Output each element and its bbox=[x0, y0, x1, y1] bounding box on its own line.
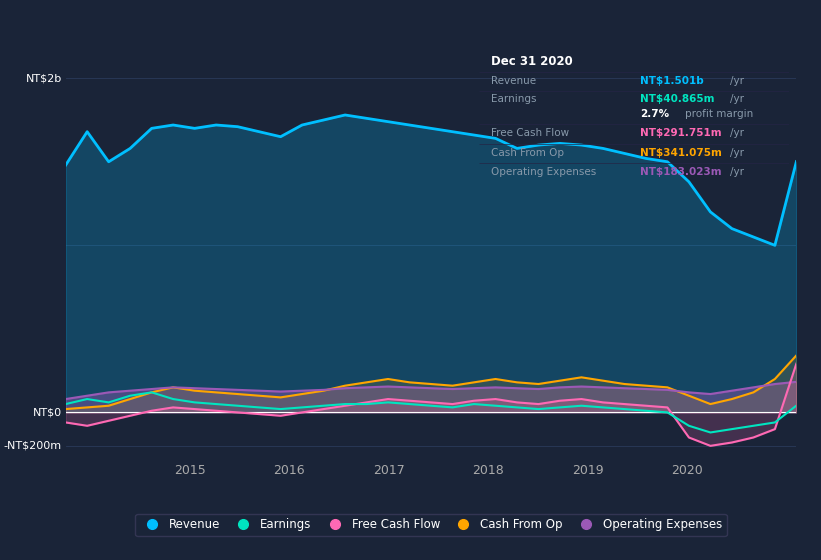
Text: NT$0: NT$0 bbox=[33, 408, 62, 417]
Text: -NT$200m: -NT$200m bbox=[4, 441, 62, 451]
Text: NT$2b: NT$2b bbox=[25, 73, 62, 83]
Legend: Revenue, Earnings, Free Cash Flow, Cash From Op, Operating Expenses: Revenue, Earnings, Free Cash Flow, Cash … bbox=[135, 514, 727, 536]
